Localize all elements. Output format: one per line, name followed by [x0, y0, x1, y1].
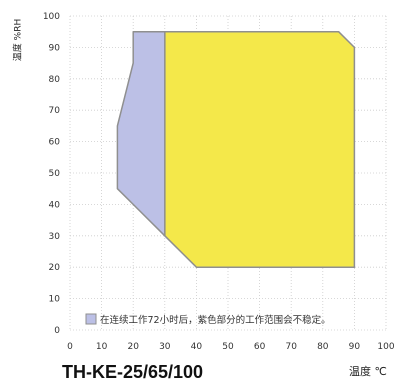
x-tick-label: 0	[67, 342, 73, 352]
y-tick-label: 70	[49, 106, 61, 116]
y-tick-label: 80	[49, 75, 61, 85]
y-tick-label: 20	[49, 263, 61, 273]
x-tick-label: 60	[254, 342, 266, 352]
y-tick-label: 0	[54, 326, 60, 336]
y-tick-label: 100	[43, 12, 60, 22]
x-axis-ticks: 0 10 20 30 40 50 60 70 80 90 100	[67, 342, 395, 352]
unstable-range-region	[116, 30, 166, 237]
x-tick-label: 70	[285, 342, 297, 352]
stable-range-region	[164, 30, 356, 268]
y-axis-label: 温度 %RH	[12, 19, 24, 61]
y-axis-ticks: 0 10 20 30 40 50 60 70 80 90 100	[43, 12, 60, 336]
x-tick-label: 10	[96, 342, 108, 352]
x-tick-label: 80	[317, 342, 329, 352]
x-tick-label: 50	[222, 342, 234, 352]
x-tick-label: 100	[377, 342, 394, 352]
legend-note: 在连续工作72小时后，紫色部分的工作范围会不稳定。	[100, 314, 331, 326]
operating-regions	[116, 30, 356, 268]
x-tick-label: 20	[127, 342, 139, 352]
y-tick-label: 40	[49, 200, 61, 210]
x-tick-label: 40	[191, 342, 203, 352]
y-tick-label: 60	[49, 138, 61, 148]
y-tick-label: 30	[49, 232, 61, 242]
x-axis-label: 温度 ℃	[349, 364, 387, 378]
y-tick-label: 50	[49, 169, 61, 179]
model-title: TH-KE-25/65/100	[62, 362, 203, 380]
legend-swatch	[85, 313, 97, 325]
x-tick-label: 30	[159, 342, 171, 352]
y-tick-label: 10	[49, 295, 61, 305]
y-tick-label: 90	[49, 43, 61, 53]
x-tick-label: 90	[349, 342, 361, 352]
